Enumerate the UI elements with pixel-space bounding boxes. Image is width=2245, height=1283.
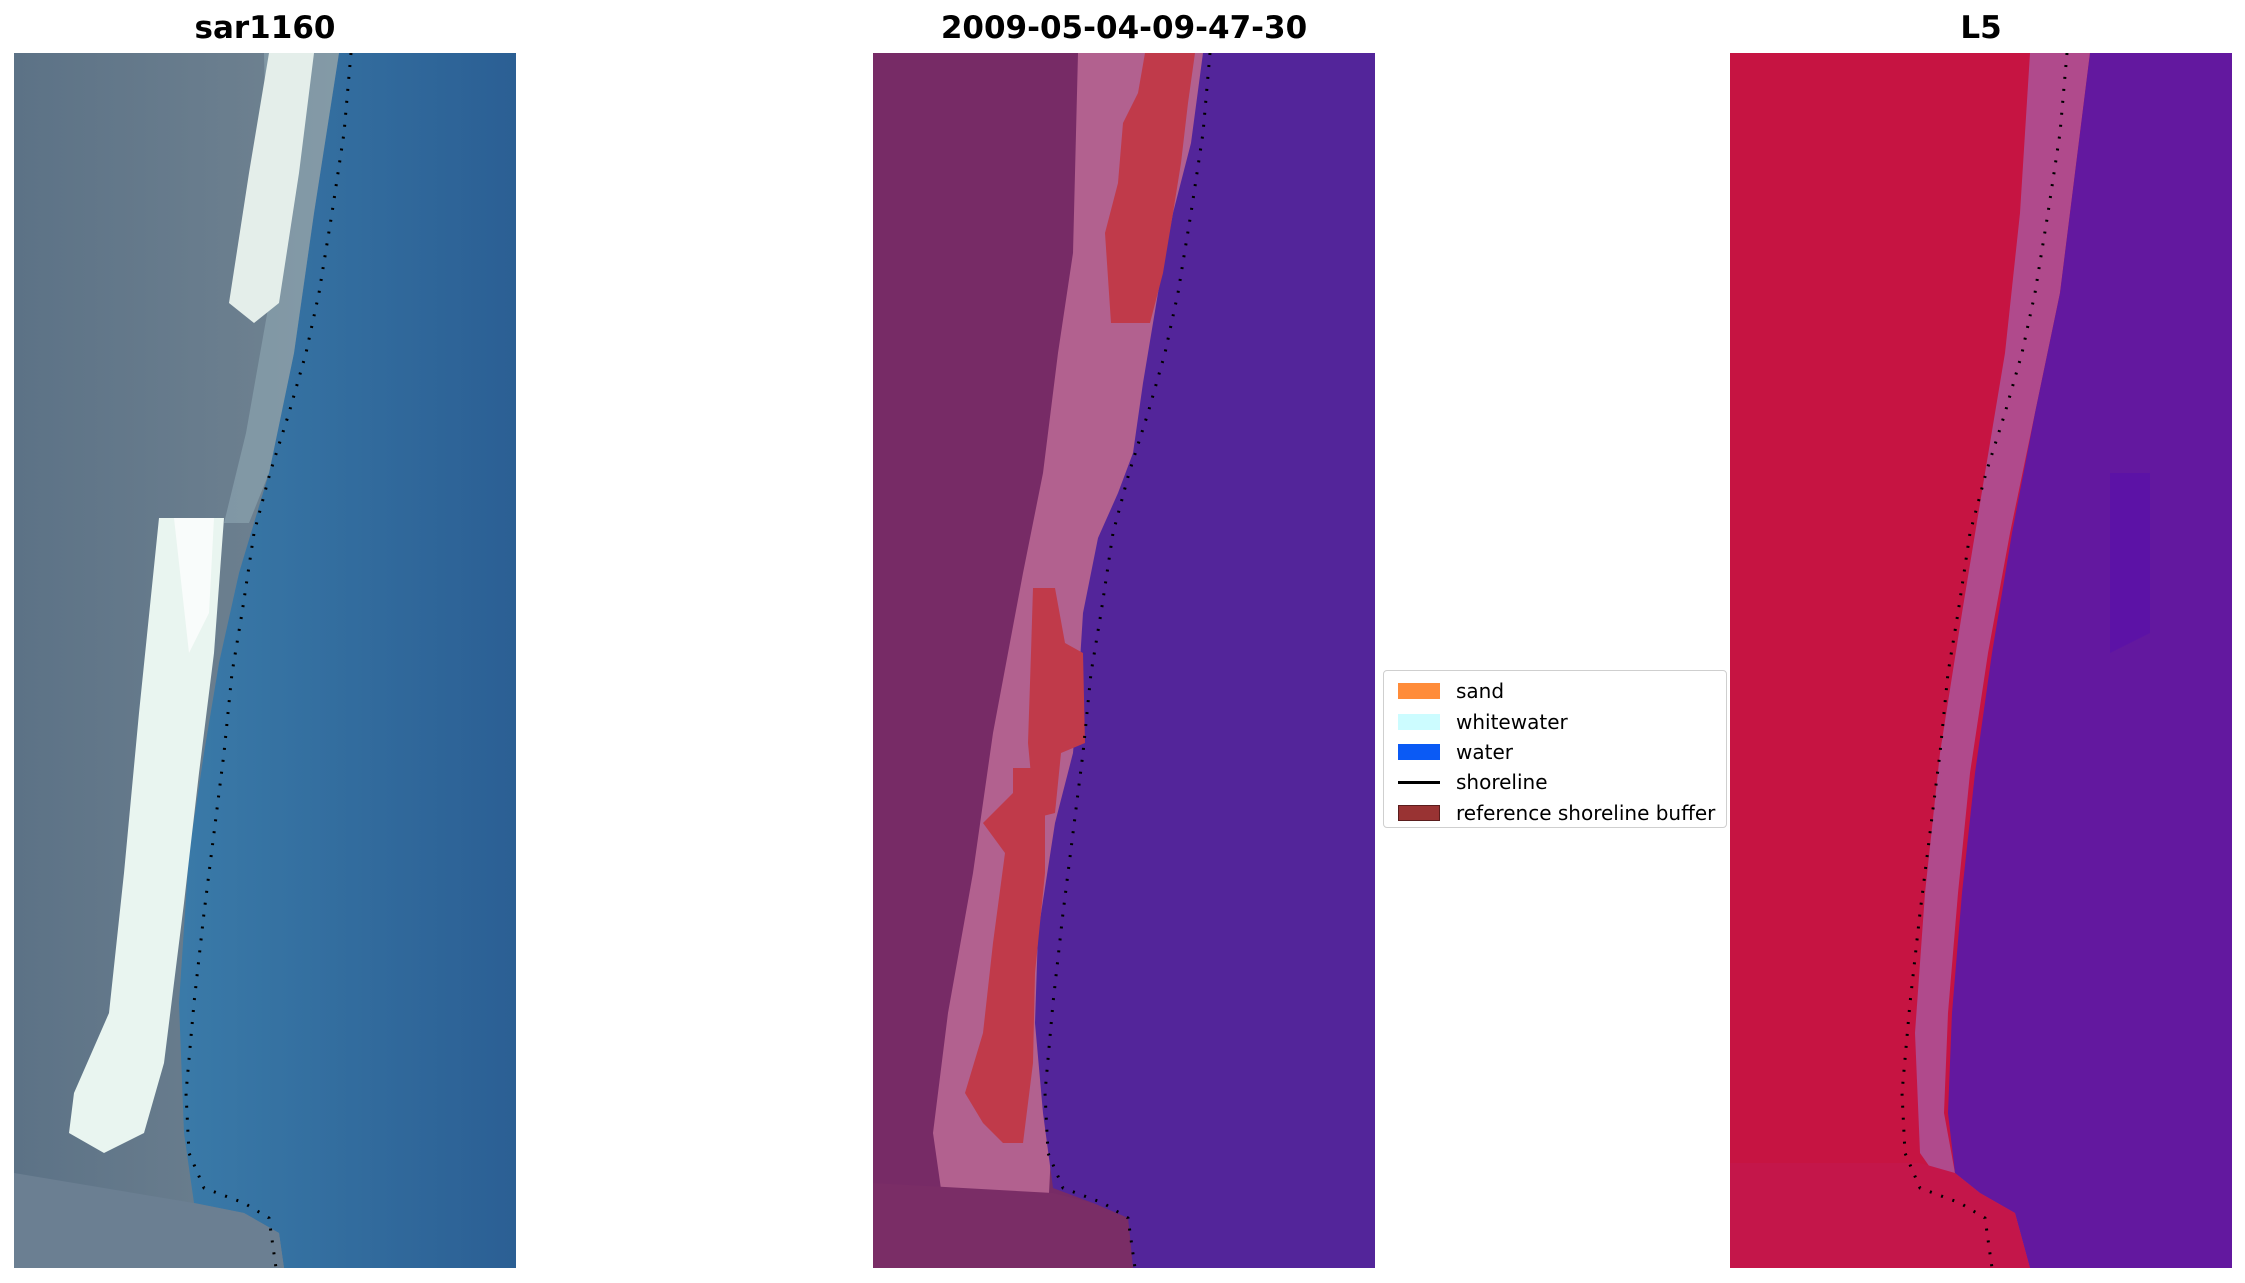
shoreline-line — [1043, 53, 1212, 1268]
rgb-image — [14, 53, 516, 1268]
legend-label-water: water — [1456, 739, 1513, 764]
mndwi-image-panel — [1730, 53, 2232, 1268]
legend-swatch-sand — [1398, 683, 1440, 700]
legend-swatch-water — [1398, 743, 1440, 760]
shoreline-line — [1900, 53, 2069, 1268]
legend-label-reference-buffer: reference shoreline buffer — [1456, 800, 1716, 825]
legend-swatch-reference-buffer — [1398, 804, 1440, 821]
classified-image-panel — [873, 53, 1375, 1268]
legend-label-whitewater: whitewater — [1456, 709, 1568, 734]
legend-item-reference-buffer: reference shoreline buffer — [1390, 798, 1720, 828]
panel-title-rgb: sar1160 — [194, 10, 336, 46]
classified-image — [873, 53, 1375, 1268]
legend-item-whitewater: whitewater — [1390, 706, 1720, 736]
legend-item-sand: sand — [1390, 676, 1720, 706]
legend-swatch-whitewater — [1398, 713, 1440, 730]
legend: sand whitewater water shoreline referenc… — [1383, 670, 1727, 828]
mndwi-image — [1730, 53, 2232, 1268]
legend-item-water: water — [1390, 737, 1720, 767]
legend-item-shoreline: shoreline — [1390, 767, 1720, 797]
rgb-image-panel — [14, 53, 516, 1268]
shoreline-line — [184, 53, 353, 1268]
legend-swatch-shoreline — [1398, 774, 1440, 790]
legend-label-sand: sand — [1456, 679, 1505, 704]
panel-title-classified: 2009-05-04-09-47-30 — [940, 10, 1308, 46]
panel-title-mndwi: L5 — [1960, 10, 2002, 46]
legend-label-shoreline: shoreline — [1456, 770, 1548, 795]
